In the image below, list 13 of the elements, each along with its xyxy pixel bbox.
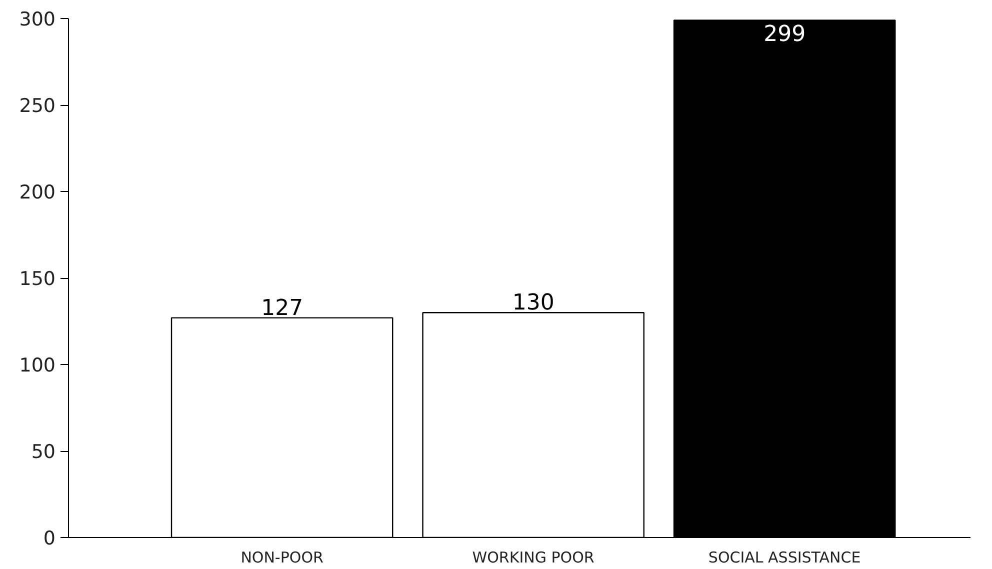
y-tick-label: 100 [19,354,56,376]
data-label: 127 [261,296,304,321]
x-tick-label: WORKING POOR [472,548,594,566]
data-label: 299 [764,22,806,48]
y-tick-label: 300 [19,8,56,30]
y-tick-label: 250 [19,95,56,117]
data-label: 130 [512,290,554,316]
x-tick-label: SOCIAL ASSISTANCE [708,548,861,566]
y-tick-label: 200 [19,182,56,204]
y-tick-label: 50 [31,441,56,463]
x-tick-label: NON-POOR [240,548,324,566]
y-tick-label: 150 [19,268,56,290]
y-tick-label: 0 [43,528,56,550]
